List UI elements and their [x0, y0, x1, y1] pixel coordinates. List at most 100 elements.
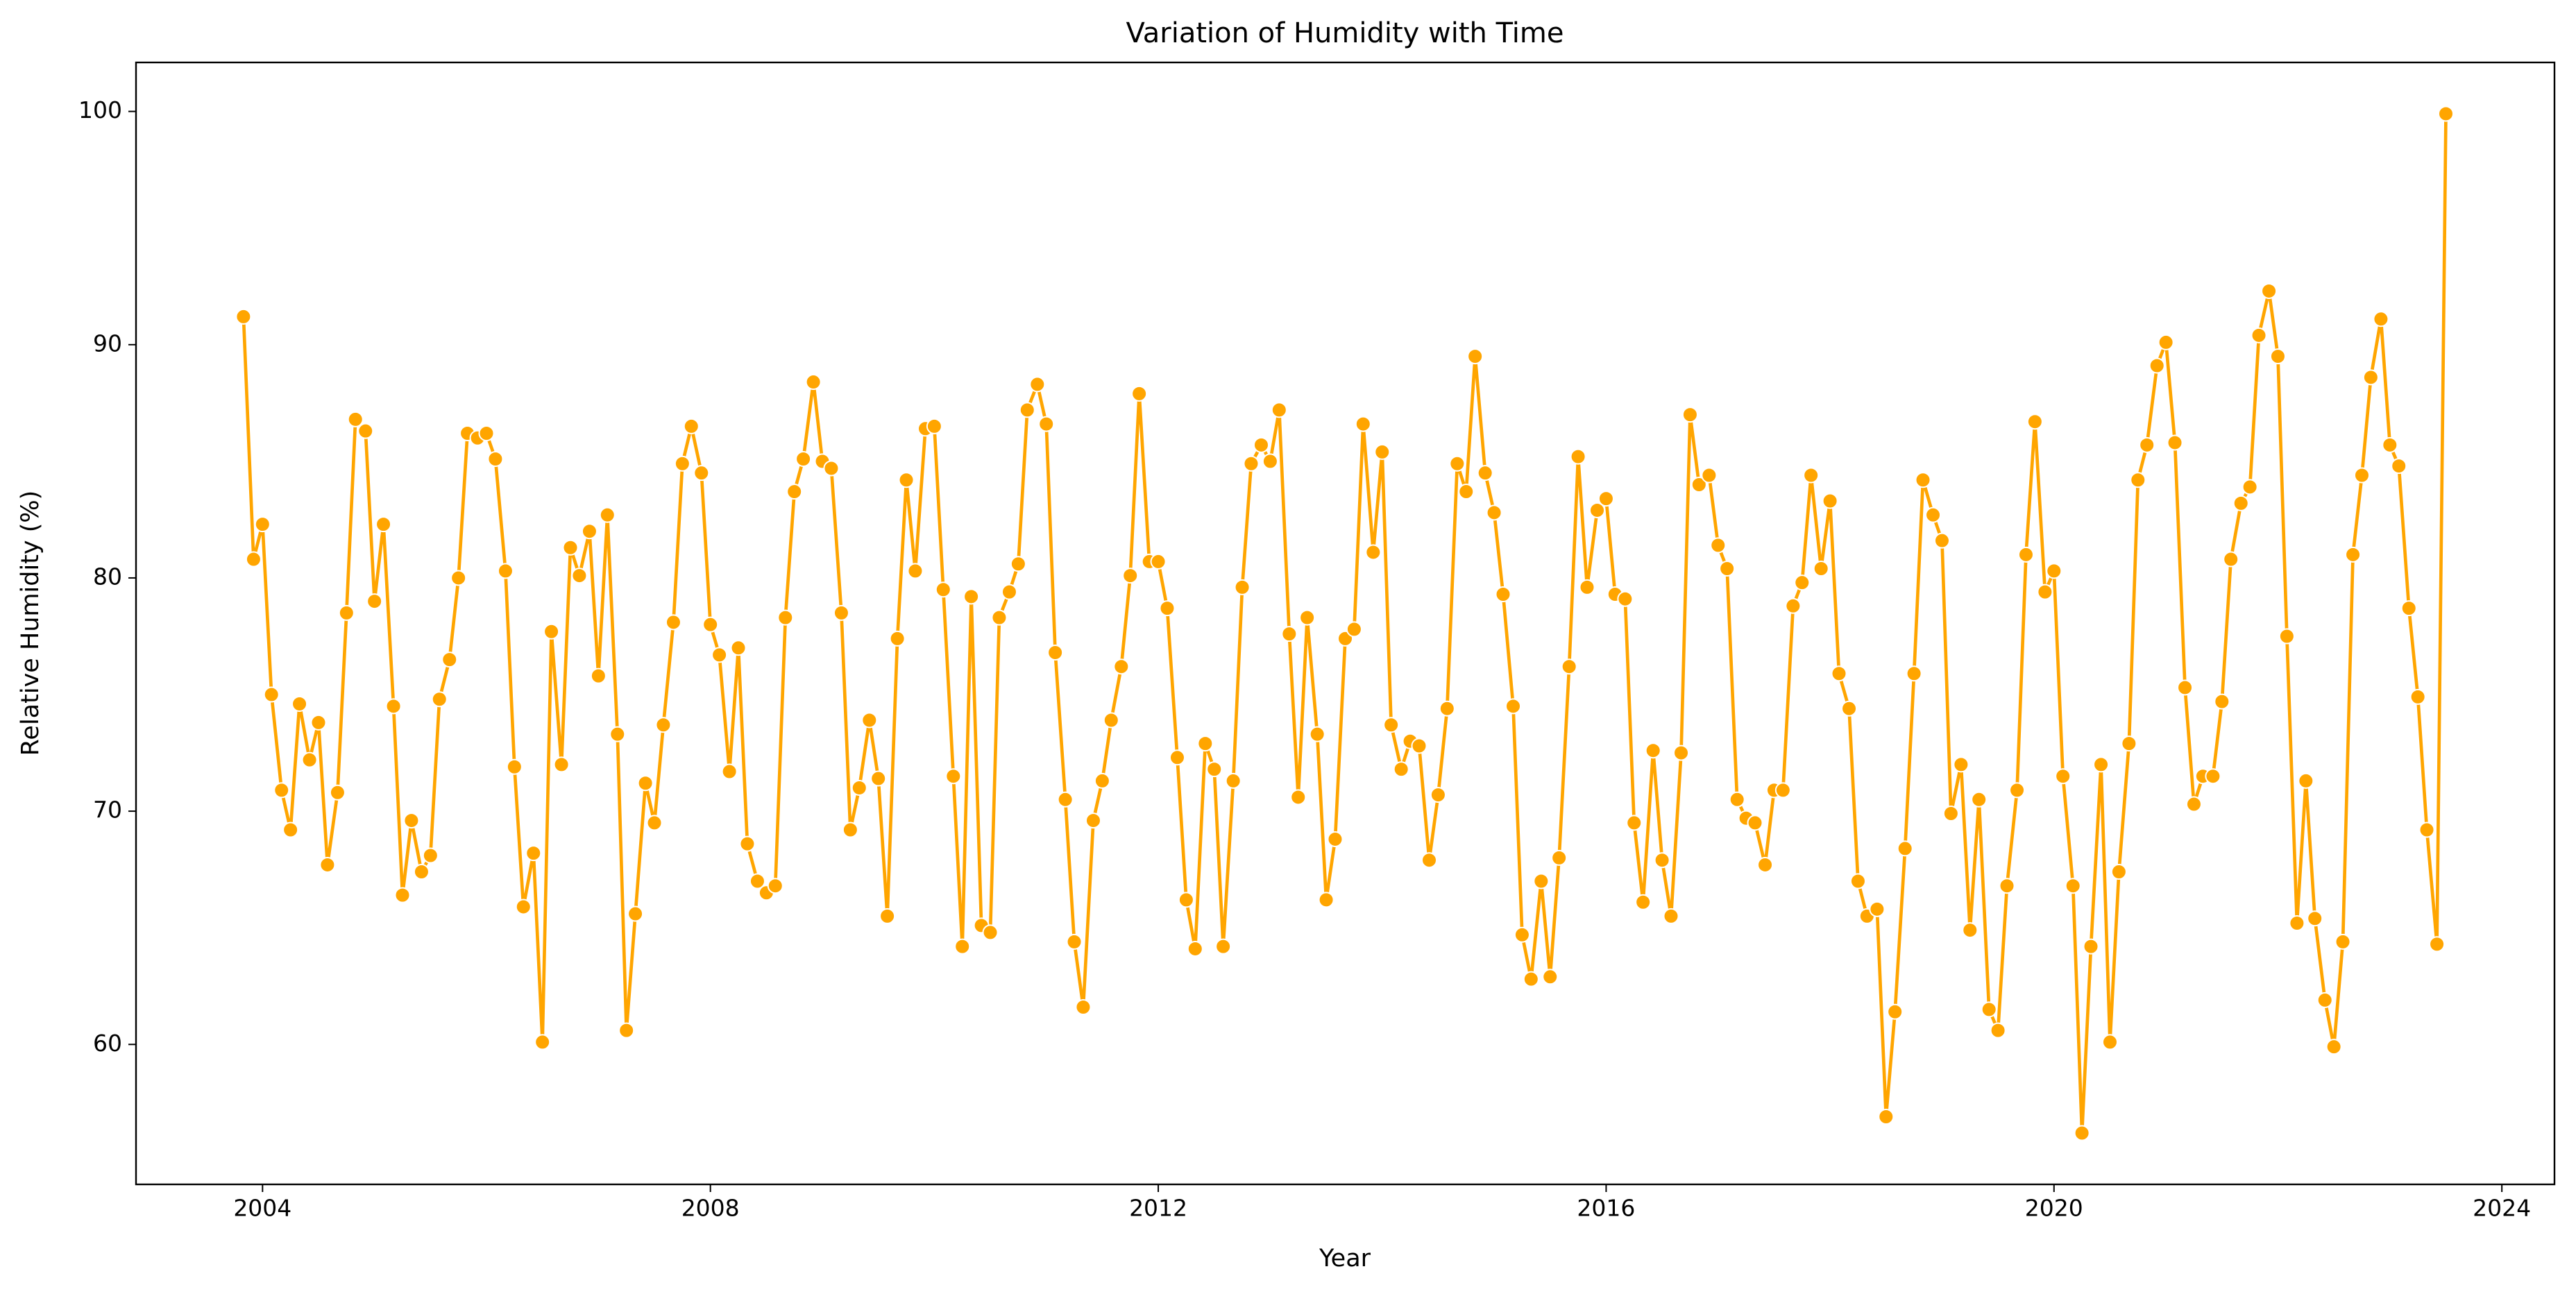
marker: [833, 604, 849, 621]
marker: [777, 609, 794, 626]
x-tick-label: 2004: [233, 1195, 291, 1222]
marker: [1355, 416, 1371, 432]
marker: [1774, 782, 1791, 799]
marker: [898, 472, 915, 488]
marker: [1990, 1022, 2006, 1039]
marker: [2139, 436, 2155, 453]
marker: [1981, 1001, 1997, 1018]
marker: [1215, 938, 1232, 955]
marker: [2130, 472, 2146, 488]
marker: [2101, 1034, 2118, 1050]
marker: [1942, 805, 1959, 821]
y-tick-label: 80: [93, 563, 122, 590]
marker: [254, 516, 271, 533]
marker: [1962, 922, 1978, 939]
marker: [1197, 735, 1214, 752]
marker: [2409, 688, 2426, 705]
x-tick-label: 2012: [1129, 1195, 1187, 1222]
marker: [963, 588, 980, 605]
marker: [1038, 416, 1055, 432]
marker: [1887, 1003, 1904, 1020]
marker: [870, 770, 887, 787]
marker: [263, 686, 280, 703]
marker: [2298, 772, 2314, 789]
marker: [945, 768, 962, 785]
marker: [1953, 756, 1969, 773]
marker: [674, 455, 690, 472]
marker: [2289, 914, 2305, 931]
marker: [786, 484, 803, 500]
marker: [693, 465, 710, 482]
marker: [1915, 472, 1931, 488]
marker: [2345, 546, 2362, 563]
marker: [2205, 768, 2221, 785]
marker: [245, 551, 262, 568]
marker: [2232, 495, 2249, 511]
marker: [1327, 831, 1344, 847]
marker: [1374, 443, 1391, 460]
marker: [1113, 658, 1130, 675]
marker: [1729, 791, 1745, 808]
marker: [879, 908, 896, 924]
marker: [1933, 532, 1950, 549]
marker: [889, 630, 906, 647]
marker: [2093, 756, 2110, 773]
marker: [991, 609, 1008, 626]
marker: [1131, 385, 1148, 402]
marker: [1150, 553, 1167, 570]
marker: [1878, 1109, 1895, 1125]
marker: [618, 1022, 635, 1039]
marker: [702, 616, 719, 633]
marker: [1635, 894, 1652, 910]
marker: [2242, 479, 2258, 495]
marker: [1831, 665, 1847, 682]
plot-frame: [135, 61, 2556, 1186]
marker: [1701, 467, 1718, 484]
marker: [1505, 698, 1522, 715]
marker: [1318, 892, 1334, 908]
marker: [627, 905, 644, 922]
marker: [599, 506, 616, 523]
marker: [683, 418, 700, 434]
marker: [2055, 768, 2071, 785]
y-axis-label: Relative Humidity (%): [17, 491, 44, 756]
marker: [1206, 761, 1223, 778]
marker: [515, 899, 532, 915]
marker: [1579, 579, 1595, 595]
marker: [665, 614, 681, 631]
marker: [954, 938, 971, 955]
marker: [1925, 506, 1942, 523]
marker: [2177, 679, 2194, 696]
marker: [1001, 584, 1017, 600]
marker: [2418, 821, 2435, 838]
marker: [1794, 574, 1811, 591]
marker: [2121, 735, 2137, 752]
marker: [1066, 933, 1083, 950]
marker: [1803, 467, 1820, 484]
marker: [581, 523, 598, 540]
marker: [637, 775, 654, 792]
marker: [1999, 878, 2015, 894]
marker: [2065, 878, 2081, 894]
marker: [571, 568, 588, 584]
marker: [739, 835, 756, 852]
marker: [403, 812, 420, 829]
marker: [347, 411, 364, 427]
marker: [441, 652, 458, 668]
marker: [1309, 726, 1325, 742]
marker: [385, 698, 402, 715]
marker: [1262, 453, 1278, 470]
marker: [1719, 560, 1736, 577]
marker: [2083, 938, 2099, 955]
marker: [646, 815, 663, 831]
marker: [2185, 796, 2202, 812]
marker: [1449, 455, 1466, 472]
x-tick-label: 2008: [681, 1195, 740, 1222]
marker: [767, 878, 783, 894]
marker: [2017, 546, 2034, 563]
marker: [562, 539, 579, 556]
marker: [823, 460, 840, 477]
marker: [2251, 327, 2267, 343]
x-tick-label: 2024: [2473, 1195, 2531, 1222]
